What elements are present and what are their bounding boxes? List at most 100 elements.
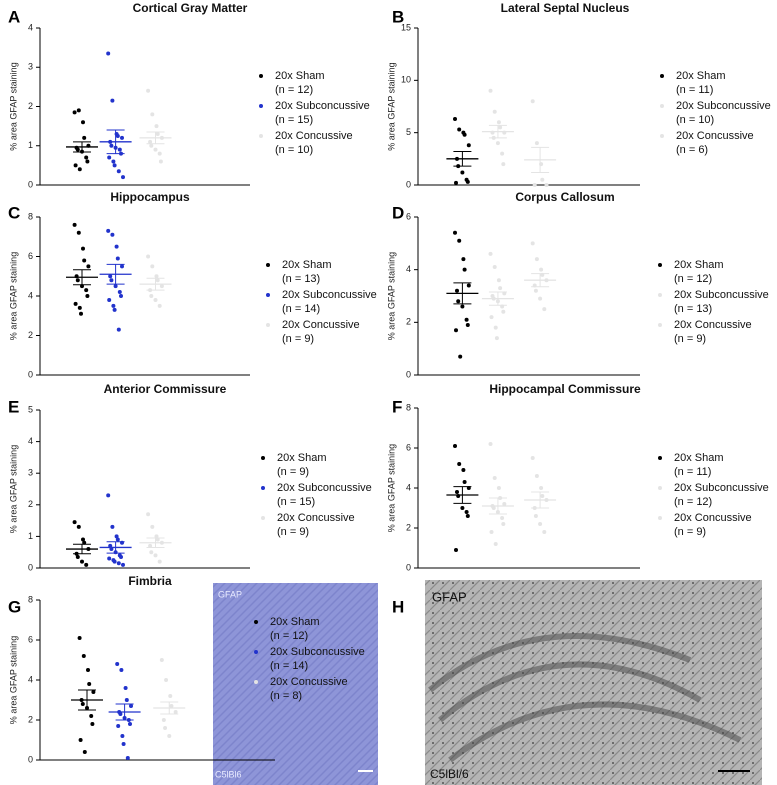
legend-label: 20x Concussive	[674, 319, 752, 331]
y-tick-label: 2	[406, 317, 411, 327]
legend-label: 20x Subconcussive	[270, 646, 365, 658]
data-point	[169, 704, 174, 708]
data-point	[82, 540, 87, 545]
y-tick-label: 4	[406, 264, 411, 274]
data-point	[153, 297, 158, 302]
data-point	[110, 98, 115, 103]
data-point	[82, 750, 87, 754]
data-point	[112, 307, 117, 312]
legend-label: 20x Subconcussive	[674, 482, 769, 494]
data-point	[124, 698, 129, 702]
data-point	[116, 561, 121, 566]
sem-bar	[488, 497, 507, 515]
data-point	[117, 147, 122, 152]
sem-bar	[160, 701, 179, 715]
legend-marker	[660, 74, 664, 78]
data-point	[154, 534, 159, 539]
data-point	[115, 537, 120, 542]
data-point	[87, 682, 92, 686]
image-h: GFAP C5lBl/6	[425, 580, 762, 785]
data-point	[113, 284, 118, 289]
y-tick-label: 2	[28, 714, 33, 724]
data-point	[116, 724, 121, 728]
y-tick-label: 0	[406, 179, 411, 189]
panel-letter: A	[8, 7, 20, 26]
legend-label: 20x Sham	[275, 70, 325, 82]
data-point	[146, 88, 151, 93]
micrograph	[213, 583, 378, 785]
y-axis-label: % area GFAP staining	[8, 62, 18, 150]
data-point	[106, 493, 111, 498]
y-tick-label: 4	[28, 22, 33, 32]
legend-marker	[261, 516, 265, 520]
legend-marker	[254, 680, 258, 684]
legend-n: (n = 8)	[270, 690, 302, 702]
panel-letter: H	[392, 597, 404, 616]
legend-n: (n = 12)	[674, 496, 712, 508]
y-tick-label: 8	[406, 402, 411, 412]
legend-label: 20x Subconcussive	[275, 100, 370, 112]
data-point	[148, 139, 153, 144]
data-point	[77, 167, 82, 172]
data-point	[72, 222, 77, 227]
data-point	[75, 147, 80, 152]
data-point	[457, 462, 462, 466]
y-axis-label: % area GFAP staining	[8, 252, 18, 340]
data-point	[498, 286, 503, 291]
data-point	[157, 559, 162, 564]
legend-label: 20x Concussive	[275, 130, 353, 142]
data-point	[76, 524, 81, 529]
data-point	[538, 296, 543, 301]
y-tick-label: 5	[28, 404, 33, 414]
y-axis-label: % area GFAP staining	[386, 444, 396, 532]
legend-n: (n = 12)	[275, 84, 313, 96]
data-point	[489, 530, 494, 534]
legend-n: (n = 9)	[674, 526, 706, 538]
data-point	[454, 328, 458, 333]
data-point	[466, 283, 471, 288]
sem-bar	[146, 131, 165, 145]
data-point	[91, 690, 96, 694]
legend-n: (n = 13)	[282, 273, 320, 285]
data-point	[498, 125, 503, 130]
data-point	[501, 309, 506, 314]
data-point	[454, 180, 458, 185]
data-point	[153, 553, 158, 558]
sem-bar	[531, 273, 550, 288]
legend-n: (n = 10)	[275, 144, 313, 156]
data-point	[107, 155, 112, 160]
data-point	[460, 506, 465, 510]
data-point	[121, 562, 125, 567]
data-point	[84, 155, 89, 160]
y-tick-label: 2	[28, 101, 33, 111]
sem-bar	[115, 703, 134, 721]
panel-letter: E	[8, 397, 19, 416]
data-point	[149, 294, 154, 298]
legend-n: (n = 11)	[674, 466, 711, 478]
data-point	[115, 133, 120, 138]
data-point	[488, 251, 493, 256]
legend-label: 20x Sham	[277, 452, 327, 464]
y-tick-label: 4	[406, 482, 411, 492]
data-point	[158, 159, 163, 164]
y-tick-label: 0	[28, 562, 33, 572]
legend-marker	[658, 486, 662, 490]
data-point	[115, 256, 120, 261]
y-tick-label: 1	[28, 531, 33, 541]
data-point	[462, 480, 467, 484]
data-point	[167, 734, 172, 738]
data-point	[81, 246, 85, 251]
data-point	[492, 476, 497, 480]
data-point	[462, 267, 467, 272]
data-point	[462, 132, 467, 137]
legend-label: 20x Sham	[282, 259, 332, 271]
data-point	[153, 147, 158, 152]
y-tick-label: 0	[406, 562, 411, 572]
data-point	[110, 524, 115, 529]
legend-n: (n = 9)	[277, 466, 309, 478]
data-point	[108, 274, 113, 279]
data-point	[500, 516, 505, 520]
data-point	[534, 474, 539, 478]
data-point	[117, 290, 122, 295]
y-tick-label: 8	[28, 211, 33, 221]
